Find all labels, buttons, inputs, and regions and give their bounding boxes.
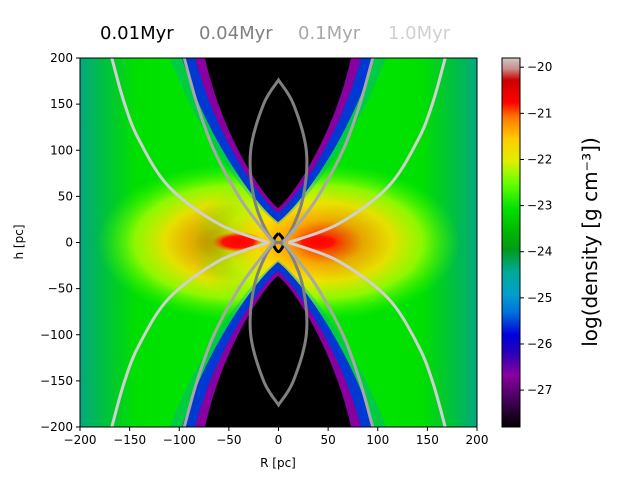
y-tick-label: −150 — [40, 374, 73, 388]
legend-label-0.01myr: 0.01Myr — [100, 23, 174, 44]
y-tick-label: 100 — [50, 143, 73, 157]
colorbar-tick-label: −21 — [527, 106, 552, 120]
contour-0-1myr — [182, 58, 375, 427]
y-tick-label: −50 — [48, 282, 73, 296]
colorbar: −27 −26 −25 −24 −23 −22 −21 −20 log(density [g … — [501, 57, 602, 428]
colorbar-tick-label: −20 — [527, 60, 552, 74]
legend-label-0.1myr: 0.1Myr — [298, 23, 361, 44]
contour-1-0myr-branch — [110, 58, 270, 244]
contours — [110, 58, 447, 427]
y-tick-label: −200 — [40, 420, 73, 434]
x-axis-label: R [pc] — [260, 456, 296, 470]
x-axis: −200 −150 −100 −50 0 50 100 150 200 — [64, 427, 489, 447]
colorbar-tick-label: −26 — [527, 337, 552, 351]
y-tick-label: 200 — [50, 51, 73, 65]
contour-1-0myr — [110, 58, 447, 427]
contour-0-04myr-lower-lobe — [248, 240, 309, 408]
x-tick-label: −100 — [163, 433, 196, 447]
colorbar-tick-label: −22 — [527, 152, 552, 166]
y-axis-label: h [pc] — [12, 225, 26, 260]
x-tick-label: 150 — [416, 433, 439, 447]
x-tick-label: 200 — [466, 433, 489, 447]
density-heatmap — [80, 58, 477, 427]
contour-1-0myr-branch — [110, 241, 270, 427]
x-tick-label: 50 — [320, 433, 335, 447]
y-tick-label: 150 — [50, 97, 73, 111]
y-axis: −200 −150 −100 −50 0 50 100 150 200 — [40, 51, 80, 434]
colorbar-tick-label: −27 — [527, 383, 552, 397]
cavity-black-top — [205, 58, 351, 208]
y-tick-label: 50 — [58, 189, 73, 203]
y-tick-label: 0 — [65, 236, 73, 250]
legend-label-0.04myr: 0.04Myr — [199, 23, 273, 44]
x-tick-label: 0 — [275, 433, 283, 447]
colorbar-label: log(density [g cm⁻³]) — [578, 137, 602, 347]
colorbar-frame — [501, 57, 521, 428]
title-legend: 0.01Myr 0.04Myr 0.1Myr 1.0Myr — [100, 23, 451, 44]
contour-0-1myr-branch — [182, 241, 275, 427]
colorbar-tick-label: −23 — [527, 199, 552, 213]
contour-0-1myr-branch — [282, 58, 375, 244]
colorbar-tick-label: −24 — [527, 245, 552, 259]
colorbar-ticks: −27 −26 −25 −24 −23 −22 −21 −20 — [520, 60, 552, 397]
cavity-black-bottom — [205, 276, 351, 427]
x-tick-label: −200 — [64, 433, 97, 447]
x-tick-label: −50 — [216, 433, 241, 447]
contour-0-04myr — [248, 77, 309, 408]
contour-1-0myr-branch — [287, 58, 447, 244]
disk-core-left — [212, 232, 264, 252]
contour-0-1myr-branch — [182, 58, 275, 244]
contour-0-1myr-branch — [282, 241, 375, 427]
x-tick-label: −150 — [113, 433, 146, 447]
colorbar-tick-label: −25 — [527, 291, 552, 305]
y-tick-label: −100 — [40, 328, 73, 342]
x-tick-label: 100 — [366, 433, 389, 447]
legend-label-1.0myr: 1.0Myr — [388, 23, 451, 44]
colorbar-gradient — [502, 58, 520, 427]
disk-core-right — [292, 232, 344, 252]
contour-1-0myr-branch — [287, 241, 447, 427]
